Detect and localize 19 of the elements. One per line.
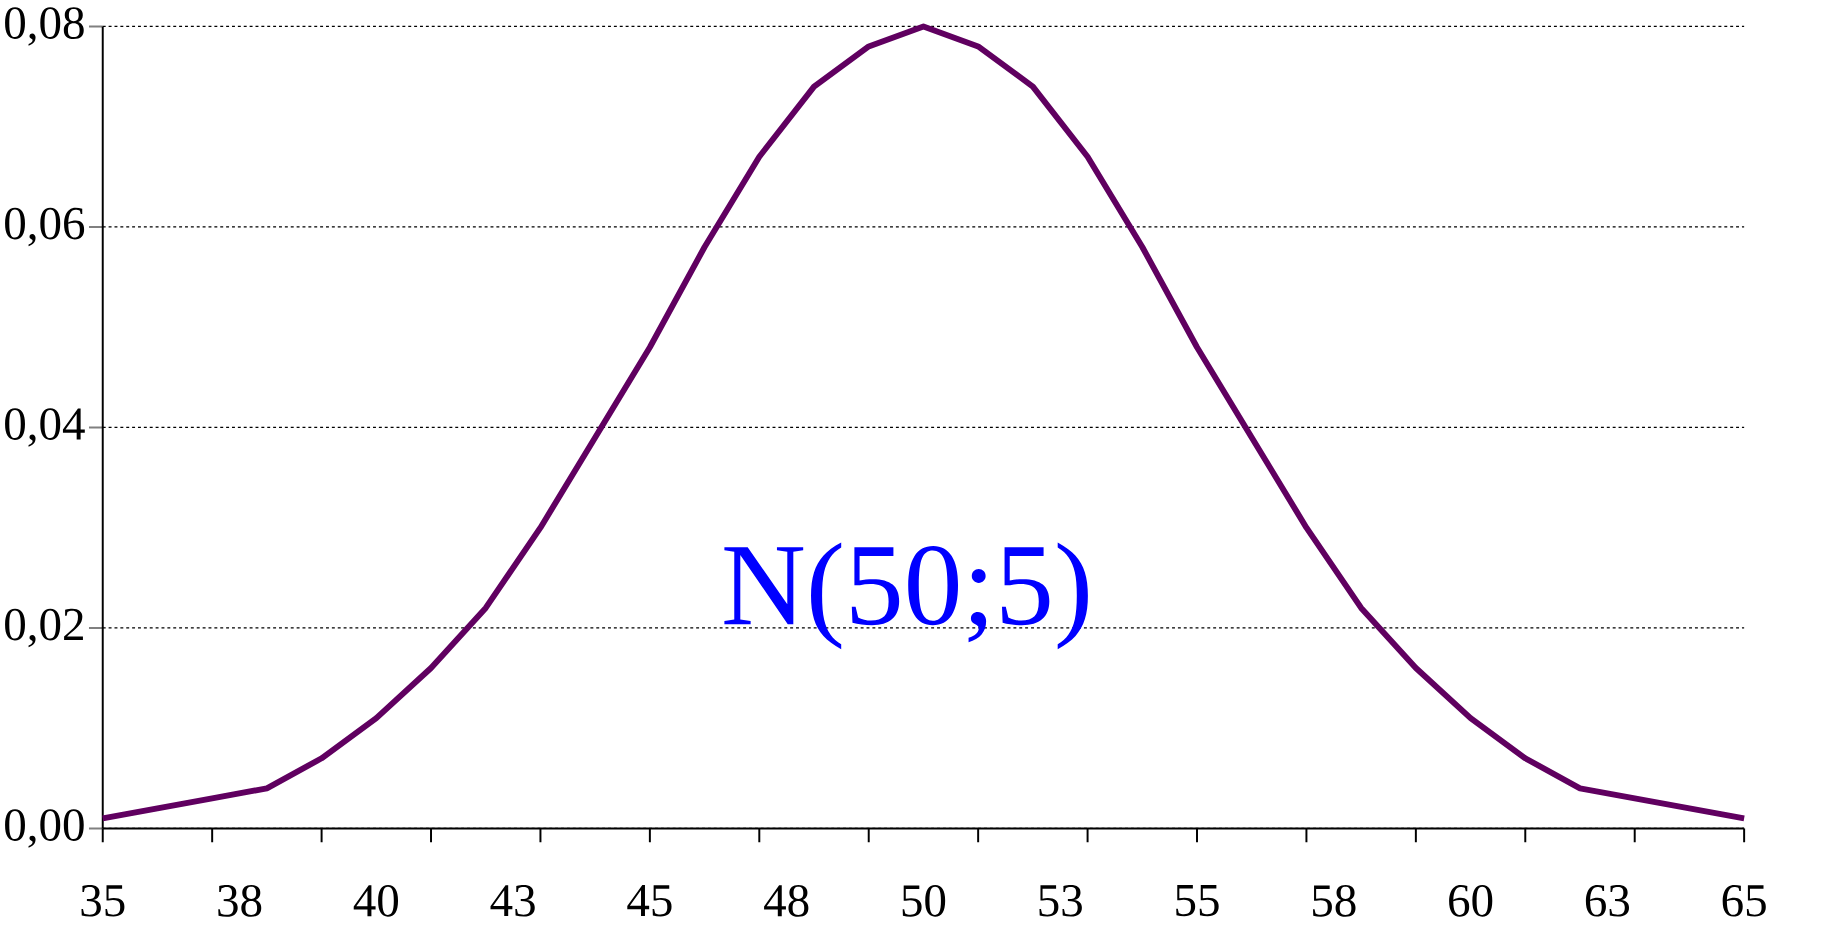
x-tick-label: 63 — [1585, 885, 1630, 917]
x-tick-label: 50 — [902, 885, 946, 917]
x-tick-label: 58 — [1313, 885, 1356, 917]
x-tick-label: 43 — [490, 885, 535, 917]
y-tick-label: 0,08 — [5, 7, 84, 46]
x-tick-label: 60 — [1449, 885, 1493, 917]
x-tick-label: 45 — [627, 885, 672, 917]
x-tick-label: 40 — [353, 885, 399, 917]
y-tick-label: 0,02 — [5, 608, 83, 648]
x-tick-label: 65 — [1722, 885, 1766, 917]
x-tick-label: 38 — [218, 885, 262, 917]
y-tick-label: 0,06 — [5, 207, 85, 247]
y-tick-label: 0,00 — [5, 809, 84, 848]
x-tick-label: 55 — [1176, 885, 1219, 917]
x-tick-label: 35 — [81, 885, 125, 917]
x-tick-label: 48 — [764, 885, 809, 917]
x-tick-label: 53 — [1039, 885, 1082, 917]
y-tick-label: 0,04 — [5, 408, 85, 447]
annotation: N(50;5) — [724, 542, 1088, 650]
